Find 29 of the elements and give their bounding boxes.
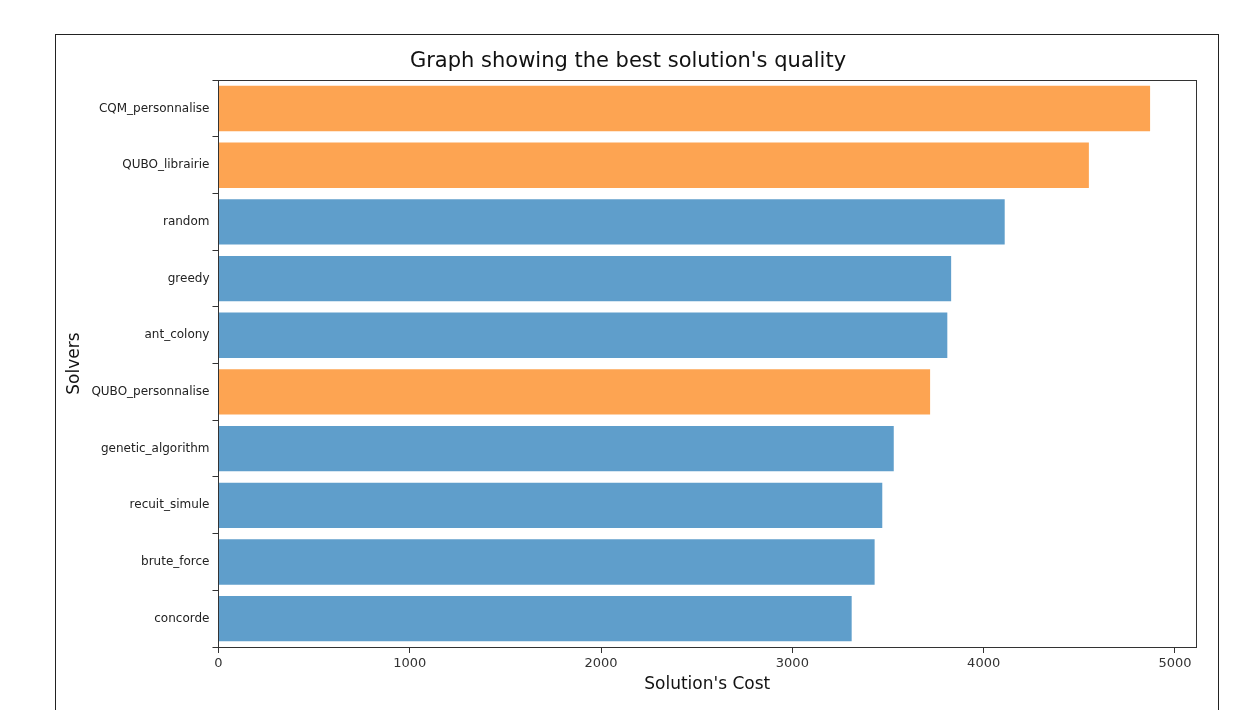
y-tick-label: greedy	[167, 270, 210, 285]
x-tick-label: 3000	[775, 655, 809, 671]
x-tick-label: 5000	[1158, 655, 1192, 671]
bar	[218, 312, 948, 358]
bar	[218, 482, 883, 528]
x-tick-label: 0	[214, 655, 223, 671]
bar	[218, 595, 852, 642]
y-tick-label: random	[162, 214, 210, 229]
y-tick-label: ant_colony	[144, 327, 210, 342]
bar	[218, 369, 931, 415]
x-axis-title: Solution's Cost	[644, 673, 771, 694]
x-tick-label: 4000	[967, 655, 1001, 671]
x-tick-label: 2000	[584, 655, 618, 671]
y-tick-label: recuit_simule	[129, 497, 210, 512]
bar	[218, 85, 1151, 132]
y-tick-label: concorde	[154, 610, 210, 625]
y-tick-label: CQM_personnalise	[98, 100, 210, 115]
y-tick-label: QUBO_personnalise	[91, 384, 210, 399]
bar	[218, 142, 1089, 188]
y-tick-label: QUBO_librairie	[122, 157, 210, 172]
chart-title: Graph showing the best solution's quality	[409, 48, 847, 73]
y-tick-label: genetic_algorithm	[100, 440, 210, 455]
bar	[218, 539, 875, 585]
y-axis-title: Solvers	[62, 332, 83, 395]
x-tick-label: 1000	[393, 655, 427, 671]
bar	[218, 255, 952, 302]
bar	[218, 425, 894, 472]
bar	[218, 199, 1005, 245]
y-tick-label: brute_force	[141, 554, 210, 569]
